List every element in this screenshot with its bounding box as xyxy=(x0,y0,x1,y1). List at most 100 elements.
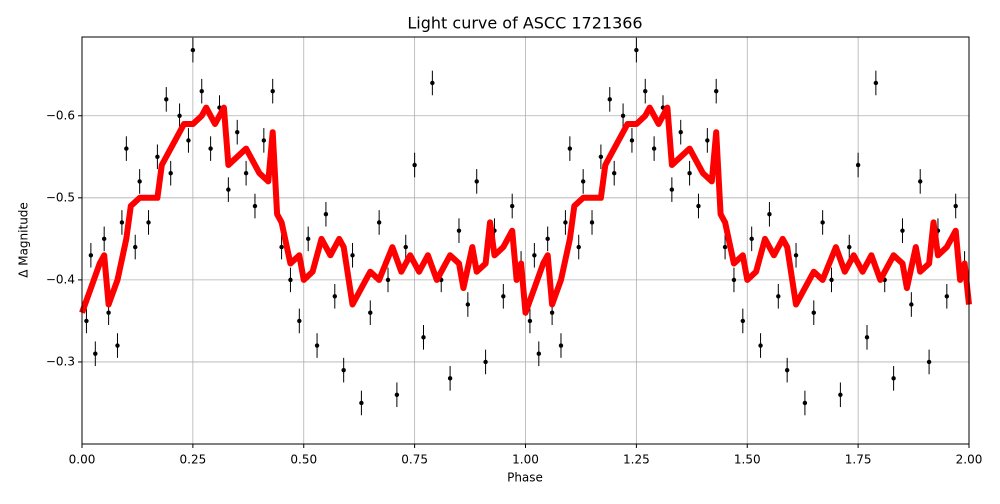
data-point xyxy=(722,244,728,250)
data-point xyxy=(270,88,275,94)
data-point xyxy=(847,244,852,250)
y-tick-label: −0.3 xyxy=(46,354,75,368)
data-point xyxy=(403,244,408,250)
data-point xyxy=(567,146,573,151)
data-point xyxy=(532,253,537,258)
data-point xyxy=(855,162,861,168)
x-tick-label: 0.75 xyxy=(401,453,428,467)
data-point xyxy=(864,335,870,340)
data-point xyxy=(124,146,129,151)
data-point xyxy=(279,244,284,250)
data-point xyxy=(873,80,879,86)
data-point xyxy=(430,80,435,86)
data-point xyxy=(155,154,160,160)
data-point xyxy=(501,294,506,299)
data-point xyxy=(314,343,320,348)
data-point xyxy=(740,318,746,324)
data-point xyxy=(651,146,657,151)
data-point xyxy=(536,351,542,356)
data-point xyxy=(350,253,355,258)
chart-title: Light curve of ASCC 1721366 xyxy=(407,14,642,33)
data-point xyxy=(226,187,231,192)
x-tick-label: 1.25 xyxy=(623,453,650,467)
data-point xyxy=(714,88,719,94)
data-point xyxy=(731,277,737,283)
data-point xyxy=(758,343,763,348)
data-point xyxy=(589,220,595,225)
x-tick-label: 1.00 xyxy=(512,453,539,467)
x-axis-label: Phase xyxy=(507,471,543,485)
data-point xyxy=(243,171,249,176)
data-point xyxy=(696,203,701,209)
x-tick-label: 0.50 xyxy=(290,453,317,467)
data-point xyxy=(767,212,772,217)
data-point xyxy=(252,203,258,209)
data-point xyxy=(208,146,213,151)
data-point xyxy=(784,367,790,373)
data-point xyxy=(549,310,555,315)
data-point xyxy=(168,171,173,176)
data-point xyxy=(235,129,240,135)
data-point xyxy=(607,97,612,102)
data-point xyxy=(900,228,905,233)
x-tick-label: 1.75 xyxy=(845,453,872,467)
data-point xyxy=(820,220,825,225)
data-point xyxy=(119,220,125,225)
data-point xyxy=(332,294,337,299)
data-point xyxy=(678,129,683,135)
data-point xyxy=(598,154,604,160)
data-point xyxy=(558,343,564,348)
data-point xyxy=(576,244,581,250)
data-point xyxy=(509,203,515,209)
x-tick-label: 0.25 xyxy=(180,453,207,467)
data-point xyxy=(359,400,364,406)
data-point xyxy=(133,244,138,250)
data-point xyxy=(297,318,302,324)
data-point xyxy=(447,376,453,381)
data-point xyxy=(190,47,196,53)
data-point xyxy=(101,236,107,242)
data-point xyxy=(811,310,816,315)
data-point xyxy=(669,187,675,192)
data-point xyxy=(164,97,169,102)
y-tick-label: −0.5 xyxy=(46,190,75,204)
data-point xyxy=(88,253,94,258)
data-point xyxy=(84,318,89,324)
data-point xyxy=(115,343,120,348)
data-point xyxy=(474,179,479,184)
data-point xyxy=(106,310,111,315)
plot-frame xyxy=(81,36,970,445)
data-point xyxy=(545,236,550,242)
data-point xyxy=(944,294,950,299)
data-point xyxy=(288,277,293,283)
fit-curve xyxy=(79,104,972,316)
data-point xyxy=(793,253,799,258)
data-point xyxy=(137,179,142,184)
data-point xyxy=(580,179,586,184)
data-point xyxy=(376,220,382,225)
data-point xyxy=(323,212,329,217)
y-tick-label: −0.4 xyxy=(46,272,75,286)
data-point xyxy=(177,113,182,118)
data-point xyxy=(385,277,391,283)
data-point xyxy=(891,376,896,381)
data-point xyxy=(918,179,923,184)
data-point xyxy=(305,236,311,242)
data-point xyxy=(909,302,914,307)
y-tick-label: −0.6 xyxy=(46,108,75,122)
data-point xyxy=(465,302,471,307)
data-point xyxy=(634,47,639,53)
data-point xyxy=(620,113,626,118)
data-point xyxy=(186,138,191,143)
data-point xyxy=(838,392,843,397)
data-point xyxy=(261,138,267,143)
x-tick-label: 2.00 xyxy=(956,453,983,467)
data-point xyxy=(394,392,400,397)
data-point xyxy=(421,335,426,340)
data-point xyxy=(687,171,692,176)
data-point xyxy=(563,220,568,225)
data-point xyxy=(199,88,204,94)
data-point xyxy=(776,294,781,299)
data-point xyxy=(643,88,648,94)
